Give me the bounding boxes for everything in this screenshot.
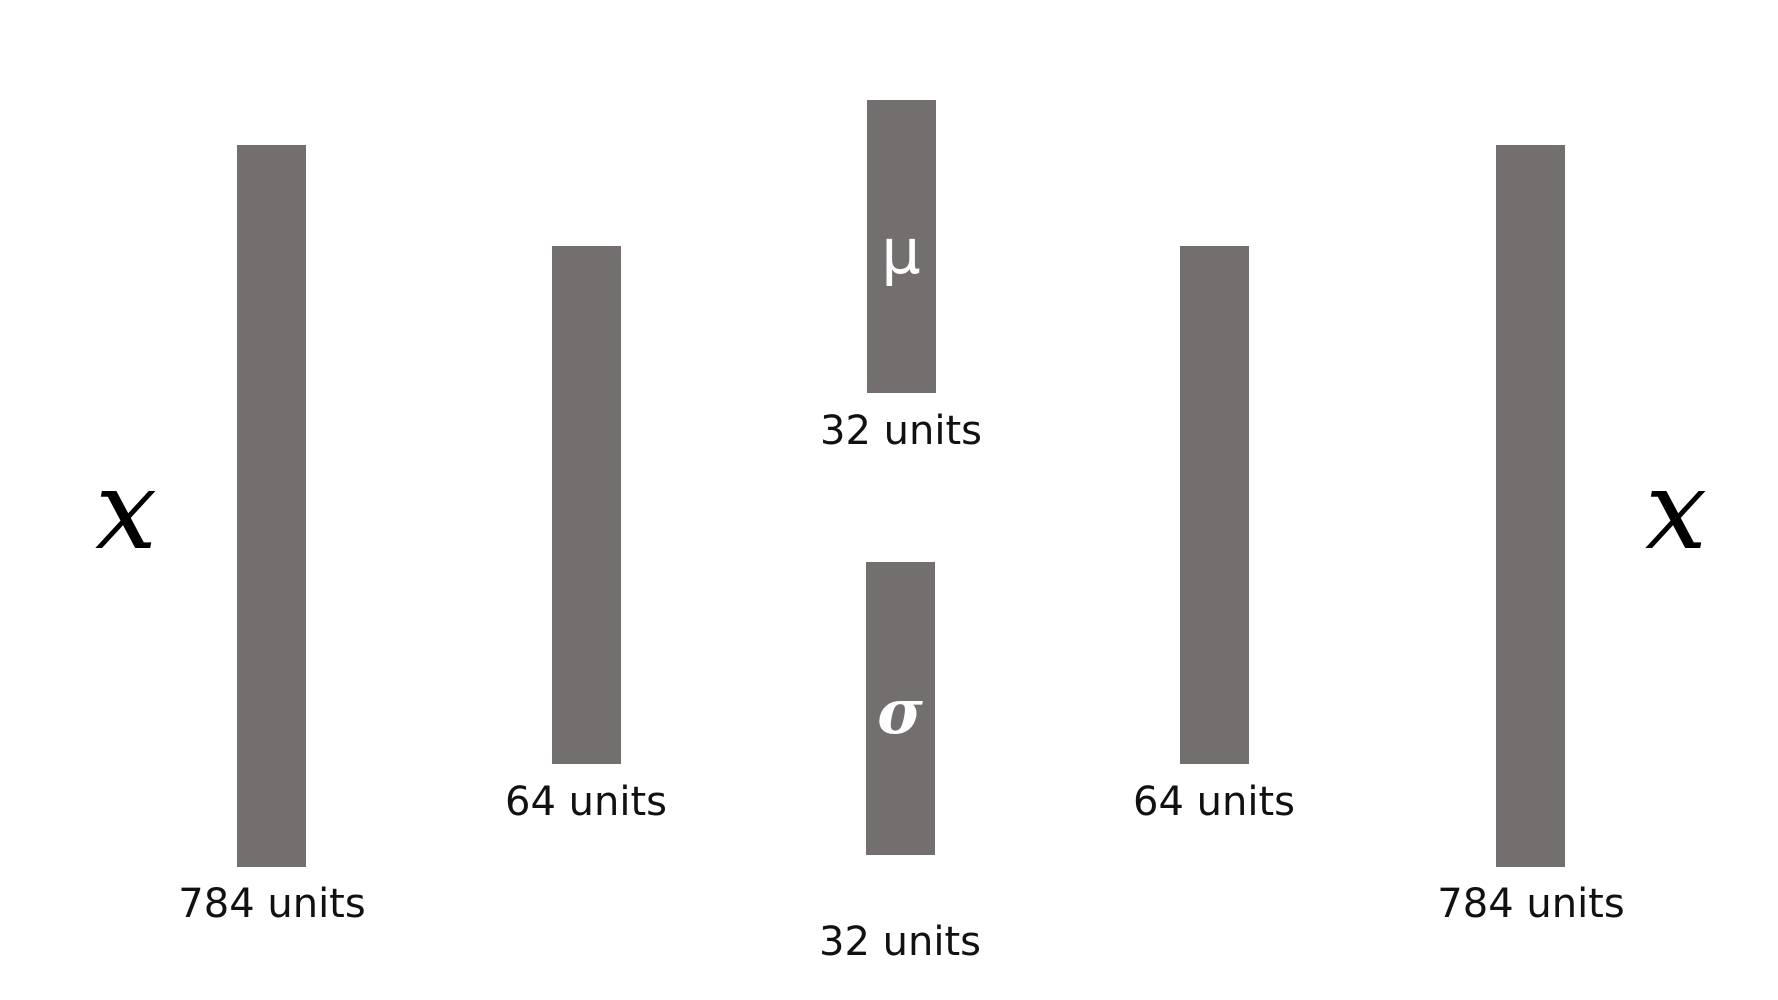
input-layer-units-label: 784 units — [178, 881, 366, 927]
output-variable-label: x — [1644, 446, 1708, 574]
output-layer-bar — [1496, 145, 1565, 867]
input-layer-bar — [237, 145, 306, 867]
output-layer-units-label: 784 units — [1437, 881, 1625, 927]
sigma-symbol: σ — [877, 675, 923, 748]
encoder-hidden-layer-bar — [552, 246, 621, 764]
decoder-hidden-layer-units-label: 64 units — [1133, 779, 1295, 825]
decoder-hidden-layer-bar — [1180, 246, 1249, 764]
encoder-hidden-layer-units-label: 64 units — [505, 779, 667, 825]
sigma-layer-bar — [866, 562, 935, 855]
input-variable-label: x — [94, 446, 158, 574]
mu-layer-units-label: 32 units — [820, 408, 982, 454]
mu-layer-bar — [867, 100, 936, 393]
sigma-layer-units-label: 32 units — [819, 919, 981, 965]
mu-symbol: μ — [881, 215, 921, 288]
